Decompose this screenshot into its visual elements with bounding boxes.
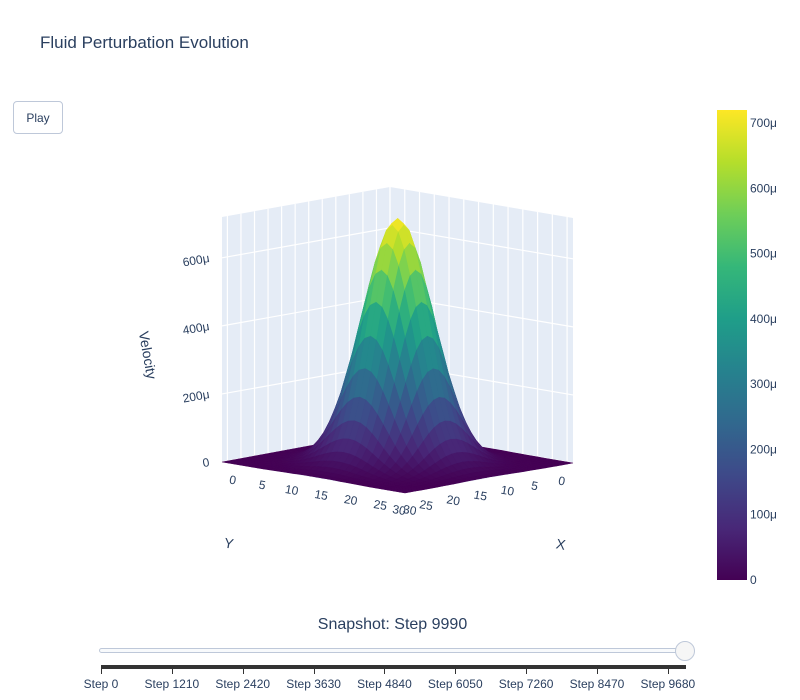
y-tick-label: 20 bbox=[446, 492, 462, 508]
y-tick-label: 0 bbox=[557, 474, 566, 489]
x-tick-label: 20 bbox=[343, 492, 359, 508]
slider-tick bbox=[526, 666, 528, 674]
snapshot-label: Snapshot: Step 9990 bbox=[317, 616, 468, 633]
z-tick-label: 0 bbox=[202, 455, 211, 470]
y-tick-label: 30 bbox=[391, 502, 407, 518]
gridline-z-right bbox=[389, 227, 574, 260]
surface-cell bbox=[399, 490, 411, 494]
colorbar-gradient bbox=[717, 110, 747, 580]
slider-tick bbox=[596, 666, 598, 674]
slider-tick bbox=[171, 666, 173, 674]
colorbar-tick-label: 200μ bbox=[750, 442, 777, 456]
slider-tick-label[interactable]: Step 3630 bbox=[286, 677, 341, 691]
y-tick-label: 10 bbox=[500, 483, 516, 499]
surface-mesh bbox=[221, 218, 574, 494]
colorbar-tick-label: 500μ bbox=[750, 247, 777, 261]
slider-tick bbox=[667, 666, 669, 674]
y-tick-label: 15 bbox=[473, 488, 489, 504]
slider-tick-label[interactable]: Step 4840 bbox=[357, 677, 412, 691]
y-tick-label: 25 bbox=[418, 497, 434, 513]
chart-title: Fluid Perturbation Evolution bbox=[40, 33, 249, 52]
colorbar: 0 100μ 200μ 300μ 400μ 500μ 600μ 700μ bbox=[717, 110, 777, 587]
z-tick-label: 400μ bbox=[182, 319, 211, 337]
colorbar-tick-label: 100μ bbox=[750, 508, 777, 522]
x-tick-label: 25 bbox=[372, 497, 388, 513]
slider-rail[interactable] bbox=[99, 648, 687, 653]
x-axis-title: X bbox=[555, 535, 568, 552]
colorbar-tick-label: 0 bbox=[750, 573, 757, 587]
slider-tick-label[interactable]: Step 2420 bbox=[215, 677, 271, 691]
slider-tick bbox=[384, 666, 386, 674]
x-tick-label: 15 bbox=[313, 487, 329, 503]
colorbar-tick-label: 700μ bbox=[750, 116, 777, 130]
slider-tick-label[interactable]: Step 9680 bbox=[640, 677, 696, 691]
x-tick-label: 10 bbox=[284, 482, 300, 498]
axis-labels: 0 5 10 15 20 25 300510152025300200μ400μ600μXYV… bbox=[136, 251, 568, 553]
slider-tick bbox=[242, 666, 244, 674]
slider-tick bbox=[313, 666, 315, 674]
y-tick-label: 5 bbox=[530, 478, 539, 493]
slider-tick bbox=[455, 666, 457, 674]
slider-handle[interactable] bbox=[675, 641, 695, 661]
gridline-z-left bbox=[221, 227, 391, 259]
slider-tick bbox=[101, 666, 102, 674]
z-axis-title: Velocity bbox=[136, 330, 160, 380]
x-tick-label: 0 bbox=[228, 473, 237, 488]
play-button[interactable]: Play bbox=[13, 101, 63, 134]
x-tick-label: 30 bbox=[402, 502, 418, 518]
slider-tick-label[interactable]: Step 7260 bbox=[498, 677, 554, 691]
slider-tick-bar bbox=[101, 665, 686, 669]
slider-tick-label[interactable]: Step 8470 bbox=[569, 677, 625, 691]
z-tick-label: 600μ bbox=[182, 251, 211, 269]
z-tick-label: 200μ bbox=[182, 387, 211, 405]
y-axis-title: Y bbox=[223, 534, 236, 551]
gridline-z-left bbox=[221, 295, 391, 327]
colorbar-tick-label: 400μ bbox=[750, 312, 777, 326]
colorbar-tick-label: 600μ bbox=[750, 181, 777, 195]
slider-tick-label[interactable]: Step 1210 bbox=[144, 677, 200, 691]
slider-tick-label[interactable]: Step 6050 bbox=[427, 677, 483, 691]
x-tick-label: 5 bbox=[258, 478, 267, 493]
slider-tick-label[interactable]: Step 0 bbox=[83, 677, 119, 691]
colorbar-tick-label: 300μ bbox=[750, 377, 777, 391]
